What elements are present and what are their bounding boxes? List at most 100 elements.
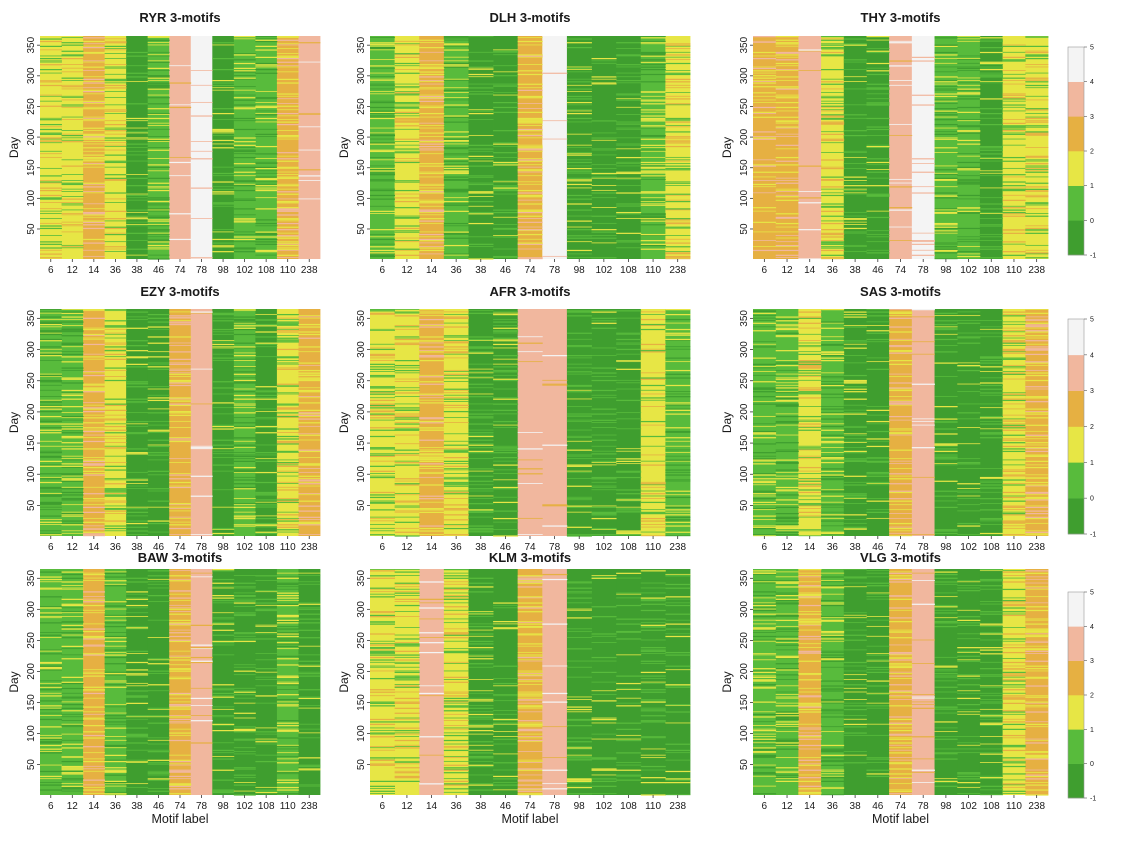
heatmap-streak (753, 515, 777, 517)
heatmap-streak (147, 684, 170, 686)
heatmap-streak (443, 326, 469, 328)
heatmap-streak (616, 343, 642, 345)
heatmap-streak (957, 36, 981, 37)
heatmap-streak (1025, 132, 1049, 134)
heatmap-streak (276, 318, 299, 320)
heatmap-streak (61, 707, 84, 709)
x-tick-label: 110 (1006, 542, 1022, 553)
heatmap-streak (169, 772, 192, 773)
heatmap-streak (775, 39, 799, 41)
heatmap-streak (821, 100, 845, 102)
heatmap-streak (83, 448, 106, 450)
heatmap-streak (889, 517, 913, 519)
heatmap-streak (443, 342, 469, 344)
heatmap-streak (934, 180, 958, 181)
heatmap-streak (640, 389, 666, 391)
heatmap-streak (233, 321, 256, 323)
heatmap-streak (443, 374, 469, 376)
heatmap-streak (616, 122, 642, 124)
heatmap-streak (169, 82, 192, 84)
heatmap-streak (233, 466, 256, 469)
heatmap-streak (61, 696, 84, 698)
heatmap-streak (753, 322, 777, 324)
heatmap-streak (394, 480, 420, 482)
heatmap-streak (443, 254, 469, 256)
heatmap-streak (83, 100, 106, 102)
heatmap-streak (276, 526, 299, 528)
y-tick-label: 50 (26, 499, 37, 511)
heatmap-streak (591, 311, 617, 313)
heatmap-streak (212, 570, 235, 572)
heatmap-streak (517, 134, 543, 137)
heatmap-streak (61, 790, 84, 792)
heatmap-streak (370, 448, 396, 450)
heatmap-streak (147, 399, 170, 402)
heatmap-streak (370, 793, 396, 794)
heatmap-streak (61, 182, 84, 184)
heatmap-streak (61, 514, 84, 516)
heatmap-streak (126, 120, 149, 122)
heatmap-streak (233, 517, 256, 520)
heatmap-streak (443, 509, 469, 511)
heatmap-streak (147, 208, 170, 210)
heatmap-streak (276, 628, 299, 630)
heatmap-streak (147, 659, 170, 661)
heatmap-streak (40, 150, 62, 152)
heatmap-streak (104, 671, 127, 673)
heatmap-streak (1025, 51, 1049, 54)
heatmap-streak (468, 222, 494, 225)
heatmap-streak (934, 174, 958, 175)
heatmap-streak (665, 193, 691, 195)
heatmap-streak (934, 242, 958, 244)
heatmap-streak (394, 493, 420, 494)
heatmap-streak (276, 48, 299, 50)
heatmap-streak (83, 686, 106, 688)
heatmap-streak (775, 199, 799, 201)
heatmap-streak (147, 61, 170, 63)
heatmap-streak (394, 125, 420, 127)
heatmap-streak (934, 222, 958, 225)
heatmap-streak (1002, 474, 1026, 476)
heatmap-column (212, 569, 235, 795)
heatmap-streak (83, 337, 106, 339)
heatmap-streak (640, 171, 666, 173)
heatmap-streak (83, 521, 106, 523)
heatmap-streak (40, 187, 62, 189)
heatmap-streak (665, 238, 691, 240)
heatmap-streak (640, 248, 666, 250)
heatmap-streak (255, 336, 278, 338)
heatmap-streak (468, 51, 494, 53)
heatmap-streak (866, 126, 890, 128)
heatmap-streak (40, 360, 62, 361)
heatmap-streak (147, 490, 170, 492)
heatmap-streak (61, 342, 84, 344)
heatmap-streak (821, 205, 845, 208)
heatmap-streak (40, 247, 62, 249)
heatmap-streak (298, 784, 321, 786)
heatmap-streak (821, 47, 845, 49)
heatmap-streak (889, 309, 913, 310)
heatmap-column (126, 569, 149, 795)
heatmap-streak (979, 170, 1004, 172)
heatmap-streak (394, 92, 420, 94)
heatmap-streak (1025, 171, 1049, 173)
heatmap-streak (934, 178, 958, 181)
heatmap-streak (394, 478, 420, 480)
heatmap-streak (493, 163, 519, 165)
heatmap-streak (147, 94, 170, 96)
heatmap-streak (126, 103, 149, 105)
heatmap-streak (298, 485, 321, 487)
heatmap-streak (40, 504, 62, 506)
heatmap-streak (1025, 330, 1049, 332)
heatmap-streak (775, 177, 799, 179)
heatmap-streak (147, 570, 170, 572)
heatmap-streak (934, 490, 958, 492)
heatmap-streak (775, 475, 799, 477)
heatmap-streak (255, 346, 278, 348)
heatmap-streak (233, 454, 256, 456)
heatmap-streak (821, 117, 845, 120)
heatmap-streak (40, 408, 62, 410)
heatmap-streak (1002, 323, 1026, 325)
heatmap-streak (866, 330, 890, 332)
heatmap-streak (468, 429, 494, 431)
